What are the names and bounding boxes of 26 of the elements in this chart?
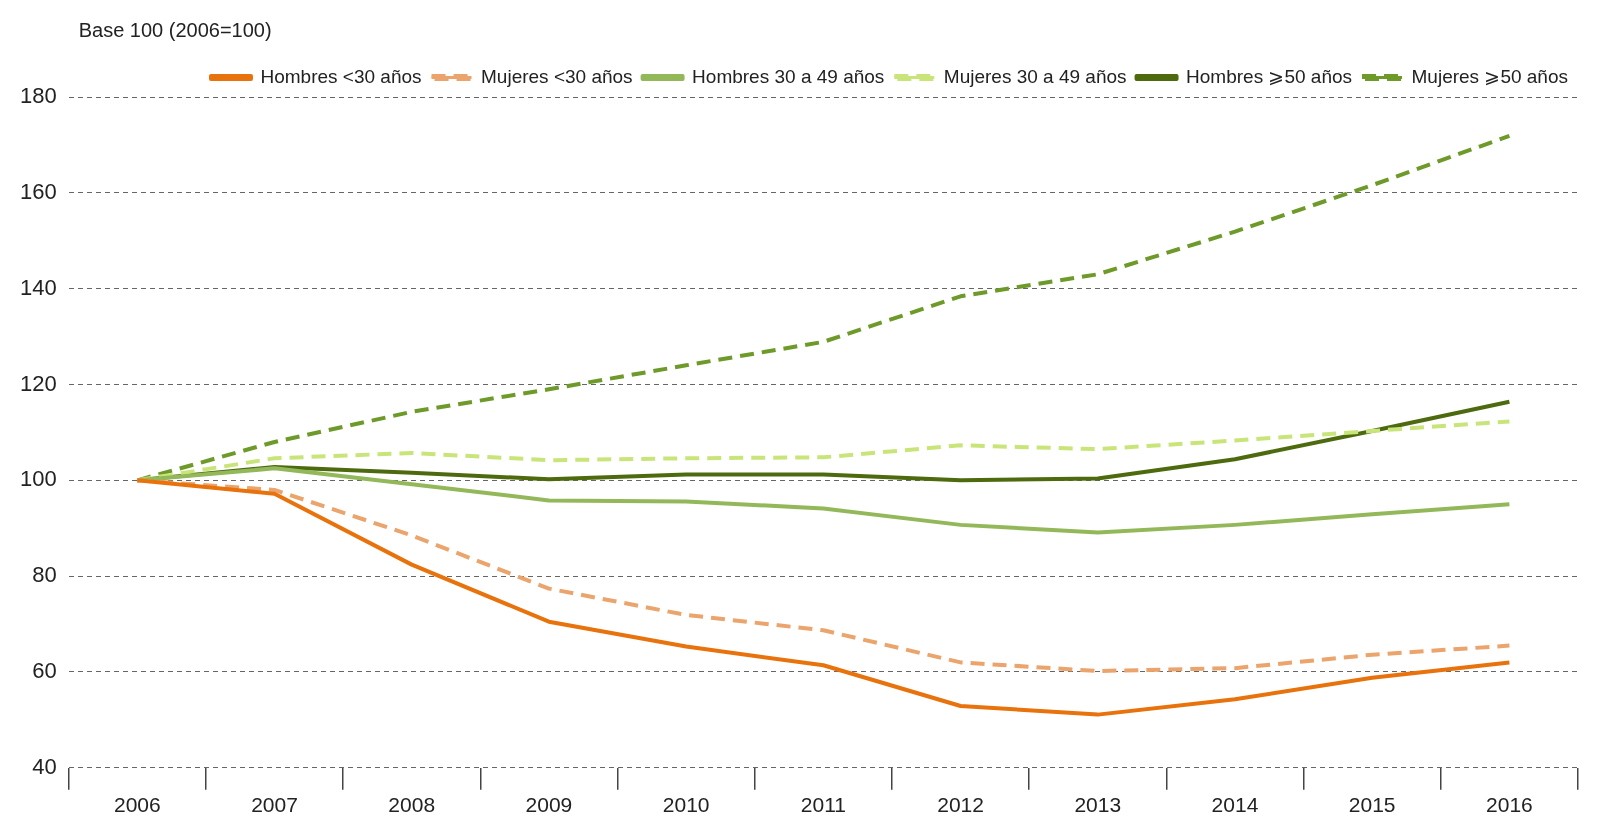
y-axis-title: Base 100 (2006=100) xyxy=(78,18,272,41)
x-tick-label: 2012 xyxy=(937,793,984,817)
y-tick-label: 100 xyxy=(19,466,57,492)
legend-label: Hombres 30 a 49 años xyxy=(692,65,885,87)
y-tick-label: 80 xyxy=(32,562,57,588)
x-tick-label: 2016 xyxy=(1486,793,1533,817)
y-tick-label: 60 xyxy=(32,658,57,684)
legend-label: Hombres <30 años xyxy=(260,65,422,87)
legend-label: Mujeres <30 años xyxy=(481,65,633,87)
x-tick-label: 2006 xyxy=(113,793,161,817)
x-tick-label: 2011 xyxy=(800,793,846,817)
y-tick-label: 140 xyxy=(19,274,57,300)
y-tick-label: 180 xyxy=(19,83,57,109)
legend-label: Mujeres 30 a 49 años xyxy=(943,65,1127,87)
x-tick-label: 2015 xyxy=(1348,793,1396,817)
legend-label: Mujeres ⩾50 años xyxy=(1411,65,1568,87)
x-tick-label: 2013 xyxy=(1074,793,1122,817)
legend-label: Hombres ⩾50 años xyxy=(1186,65,1353,87)
x-tick-label: 2010 xyxy=(662,793,710,817)
y-tick-label: 120 xyxy=(19,370,57,396)
x-tick-label: 2009 xyxy=(525,793,573,817)
y-tick-label: 40 xyxy=(32,753,57,779)
x-tick-label: 2007 xyxy=(251,793,298,817)
y-tick-label: 160 xyxy=(19,178,57,204)
x-tick-label: 2014 xyxy=(1211,793,1259,817)
x-tick-label: 2008 xyxy=(388,793,436,817)
